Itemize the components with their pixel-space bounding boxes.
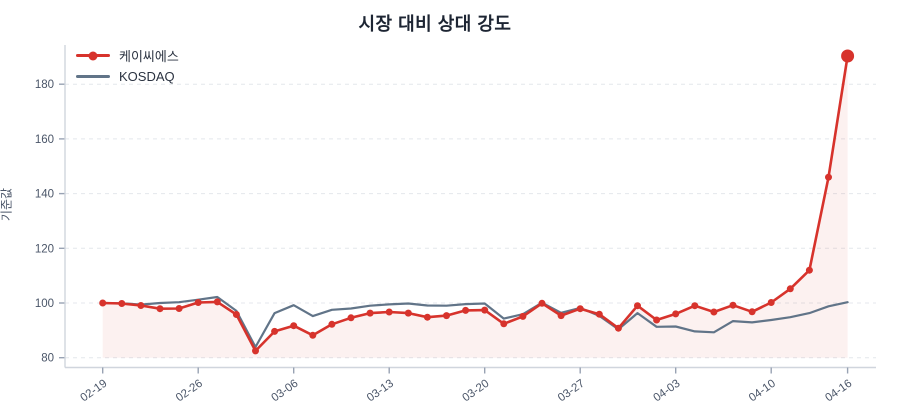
x-tick-label: 03-06 (269, 378, 300, 405)
series-kcs-point[interactable] (462, 306, 470, 314)
series-kcs-point[interactable] (500, 320, 508, 328)
series-kcs-point[interactable] (825, 173, 832, 181)
series-kcs-point[interactable] (595, 310, 603, 318)
legend-line-sample-kcs (76, 51, 110, 60)
series-kcs-point[interactable] (156, 305, 164, 313)
x-tick-label: 02-19 (78, 378, 109, 405)
series-kcs-point[interactable] (385, 308, 393, 316)
x-tick-label: 02-26 (174, 378, 205, 405)
series-kcs-point[interactable] (691, 302, 699, 310)
series-kcs-point[interactable] (576, 305, 584, 313)
series-kcs-point[interactable] (786, 285, 794, 293)
y-tick-label: 140 (35, 189, 54, 201)
series-kcs-point[interactable] (443, 312, 450, 320)
series-kcs-point[interactable] (347, 314, 355, 322)
series-kcs-point[interactable] (309, 331, 317, 339)
x-tick-label: 03-13 (365, 378, 396, 405)
series-kcs-point[interactable] (710, 308, 718, 316)
series-kcs-point[interactable] (213, 298, 221, 306)
series-kcs-point[interactable] (137, 302, 145, 309)
series-kcs-point[interactable] (290, 322, 298, 330)
legend-dot-icon (88, 51, 98, 60)
series-kcs-point[interactable] (404, 309, 412, 317)
legend-line-sample-kosdaq (76, 75, 110, 78)
series-kcs-point[interactable] (175, 305, 183, 312)
series-kcs-point[interactable] (118, 300, 126, 307)
series-kcs-point[interactable] (252, 347, 259, 355)
series-kcs-point[interactable] (634, 302, 641, 310)
series-kcs-point[interactable] (328, 320, 336, 328)
series-kcs-area (102, 56, 848, 358)
series-kcs-point[interactable] (653, 316, 661, 324)
series-kcs-point[interactable] (557, 312, 565, 320)
series-kcs-point[interactable] (481, 306, 489, 314)
x-tick-label: 04-03 (651, 378, 682, 405)
series-kcs-point[interactable] (519, 312, 527, 320)
series-kosdaq-line (101, 295, 849, 349)
chart-legend: 케이씨에스 KOSDAQ (76, 47, 179, 85)
legend-label-kcs: 케이씨에스 (119, 49, 179, 64)
series-kcs-point[interactable] (366, 309, 374, 317)
y-tick-label: 120 (35, 243, 54, 255)
series-kcs-line (101, 54, 849, 353)
legend-label-kosdaq: KOSDAQ (119, 69, 175, 84)
x-tick-label: 04-10 (747, 378, 778, 405)
series-kcs-point[interactable] (538, 299, 546, 307)
legend-item-kosdaq[interactable]: KOSDAQ (76, 68, 179, 85)
series-kcs-last-point[interactable] (841, 49, 855, 63)
y-axis-title: 기준값 (0, 187, 14, 222)
x-tick-label: 03-20 (460, 378, 491, 405)
series-kcs-point[interactable] (748, 308, 756, 316)
series-kcs-point[interactable] (729, 301, 737, 309)
series-kcs-point[interactable] (232, 311, 240, 318)
x-tick-label: 04-16 (823, 378, 854, 405)
series-kcs-point[interactable] (99, 299, 107, 307)
y-tick-label: 100 (35, 298, 54, 310)
series-kcs-point[interactable] (271, 327, 279, 335)
series-kcs-point[interactable] (672, 310, 680, 318)
y-tick-label: 160 (35, 134, 54, 146)
series-kcs-point[interactable] (805, 266, 813, 274)
series-kcs-point[interactable] (614, 324, 622, 332)
y-tick-label: 180 (35, 79, 54, 91)
series-kcs-point[interactable] (767, 299, 775, 306)
y-tick-label: 80 (41, 353, 54, 365)
series-kcs-point[interactable] (194, 299, 202, 306)
legend-item-kcs[interactable]: 케이씨에스 (76, 47, 179, 64)
series-kcs-point[interactable] (423, 313, 431, 321)
x-tick-label: 03-27 (556, 378, 587, 405)
chart-title: 시장 대비 상대 강도 (358, 14, 512, 34)
